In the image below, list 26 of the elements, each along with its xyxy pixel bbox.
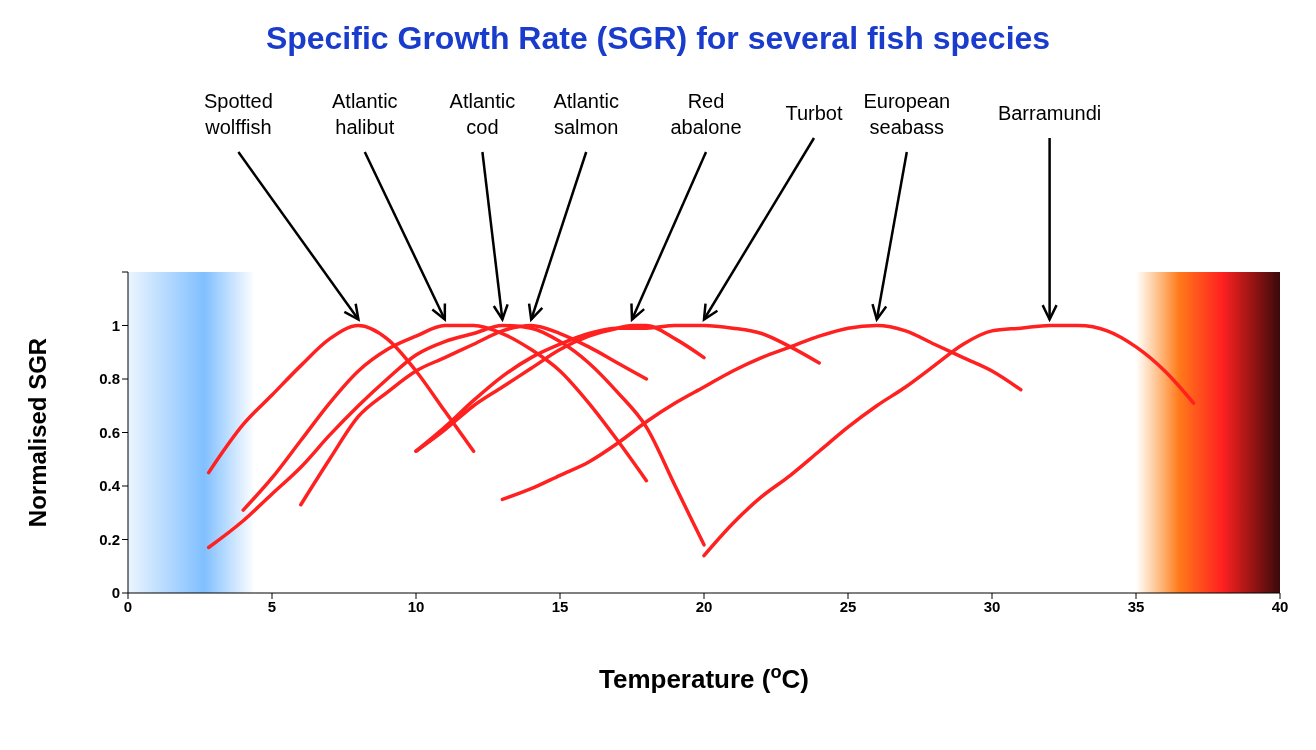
y-tick-label: 1 [111,316,120,334]
y-tick-label: 0.8 [99,370,120,388]
annotation: Barramundi [997,102,1102,124]
y-tick-label: 0.4 [99,477,121,495]
x-tick-label: 30 [983,597,1001,615]
annotation: Spotted wolffish [203,90,273,138]
annotation: Atlantic cod [449,90,516,138]
annotation: European seabass [863,90,951,138]
x-tick-label: 15 [551,597,569,615]
annotation: Atlantic salmon [553,90,619,138]
x-tick-label: 25 [839,597,857,615]
x-tick-label: 10 [407,597,425,615]
annotation: Atlantic halibut [332,90,398,138]
x-tick-label: 5 [267,597,277,615]
x-tick-label: 35 [1127,597,1145,615]
y-tick-label: 0.2 [99,530,120,548]
annotation: Turbot [785,102,843,124]
x-tick-label: 0 [123,597,133,615]
y-tick-label: 0 [111,584,120,602]
chart-title: Specific Growth Rate (SGR) for several fish species [264,20,1052,57]
x-axis-title: Temperature ($^{o}$C) [598,662,810,694]
y-tick-label: 0.6 [99,423,120,441]
annotation: Red abalone [670,90,742,138]
x-tick-label: 40 [1271,597,1289,615]
x-tick-label: 20 [695,597,713,615]
y-axis-title: Normalised SGR [24,337,51,528]
